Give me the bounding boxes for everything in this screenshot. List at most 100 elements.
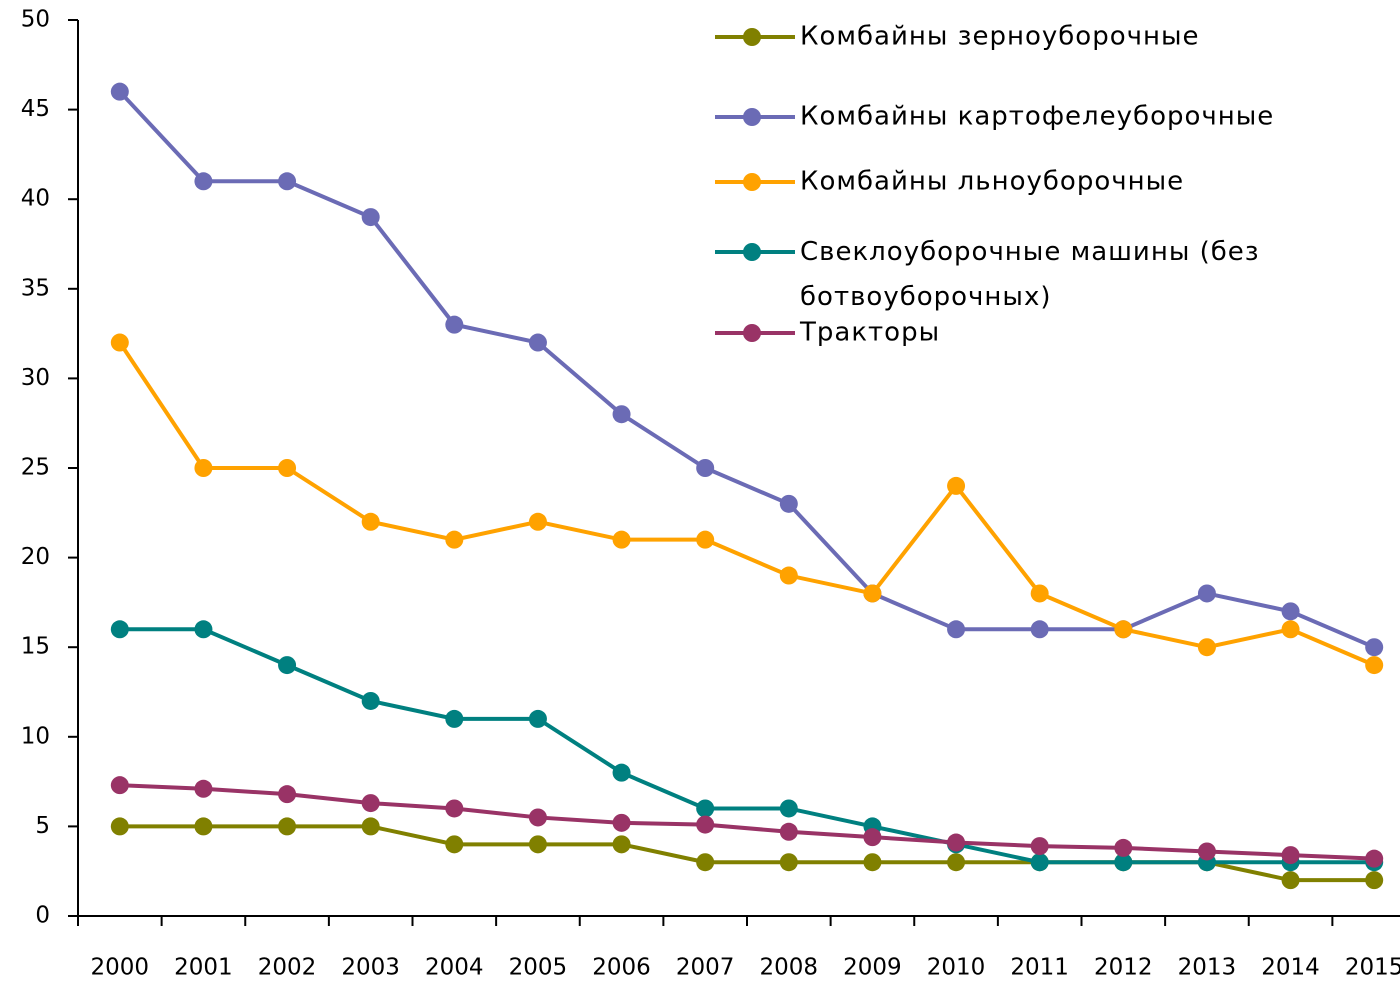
- point-marker: [528, 835, 547, 854]
- point-marker: [194, 817, 213, 836]
- point-marker: [696, 530, 715, 549]
- point-marker: [278, 172, 297, 191]
- point-marker: [696, 799, 715, 818]
- series-line: [119, 824, 1375, 883]
- point-marker: [1114, 853, 1133, 872]
- y-tick-label: 5: [35, 813, 50, 839]
- point-marker: [612, 835, 631, 854]
- point-marker: [1365, 849, 1384, 868]
- point-marker: [528, 709, 547, 728]
- point-marker: [278, 656, 297, 675]
- point-marker: [278, 785, 297, 804]
- y-tick-label: 45: [21, 96, 50, 122]
- point-marker: [863, 828, 882, 847]
- series-line: [118, 90, 1375, 650]
- point-marker: [1197, 638, 1216, 657]
- legend-label: Тракторы: [799, 318, 940, 348]
- point-marker: [1281, 620, 1300, 639]
- point-marker: [110, 82, 129, 101]
- point-marker: [278, 817, 297, 836]
- point-marker: [361, 512, 380, 531]
- point-marker: [110, 620, 129, 639]
- x-tick-label: 2015: [1345, 955, 1400, 981]
- point-marker: [361, 794, 380, 813]
- legend-marker: [743, 173, 761, 191]
- point-marker: [445, 835, 464, 854]
- point-marker: [528, 333, 547, 352]
- point-marker: [194, 172, 213, 191]
- x-tick-label: 2009: [843, 955, 902, 981]
- point-marker: [1030, 853, 1049, 872]
- legend-label: Свеклоуборочные машины (без ботвоуборочны…: [800, 237, 1260, 312]
- x-tick-label: 2012: [1094, 955, 1153, 981]
- point-marker: [1365, 656, 1384, 675]
- point-marker: [779, 853, 798, 872]
- point-marker: [361, 691, 380, 710]
- point-marker: [445, 709, 464, 728]
- x-tick-label: 2000: [91, 955, 150, 981]
- point-marker: [110, 817, 129, 836]
- series-line: [118, 341, 1375, 667]
- point-marker: [779, 822, 798, 841]
- point-marker: [612, 405, 631, 424]
- x-tick-label: 2006: [592, 955, 651, 981]
- legend-line-text: ботвоуборочных): [800, 282, 1051, 312]
- x-tick-label: 2011: [1010, 955, 1069, 981]
- point-marker: [696, 459, 715, 477]
- point-marker: [361, 208, 380, 227]
- point-marker: [194, 779, 213, 798]
- x-tick-label: 2001: [174, 955, 233, 981]
- point-marker: [1030, 837, 1049, 856]
- series-line: [119, 783, 1375, 861]
- y-tick-label: 0: [35, 903, 50, 929]
- point-marker: [1114, 620, 1133, 639]
- point-marker: [445, 530, 464, 549]
- x-tick-label: 2013: [1178, 955, 1237, 981]
- legend-label: Комбайны картофелеуборочные: [800, 102, 1274, 132]
- point-marker: [1114, 838, 1133, 857]
- point-marker: [110, 333, 129, 352]
- series-line: [119, 627, 1375, 865]
- point-marker: [612, 813, 631, 832]
- y-tick-label: 50: [21, 7, 50, 33]
- point-marker: [1030, 620, 1049, 639]
- y-tick-label: 25: [21, 455, 50, 481]
- point-marker: [863, 853, 882, 872]
- point-marker: [1365, 871, 1384, 890]
- point-marker: [194, 459, 213, 477]
- y-tick-label: 30: [21, 365, 50, 391]
- x-tick-label: 2004: [425, 955, 484, 981]
- point-marker: [612, 530, 631, 549]
- point-marker: [1281, 871, 1300, 890]
- point-marker: [612, 763, 631, 782]
- point-marker: [528, 808, 547, 827]
- point-marker: [1197, 584, 1216, 603]
- point-marker: [528, 512, 547, 531]
- point-marker: [1365, 638, 1384, 657]
- x-tick-label: 2010: [927, 955, 986, 981]
- legend-marker: [743, 28, 761, 46]
- y-tick-label: 35: [21, 275, 50, 301]
- point-marker: [947, 620, 966, 639]
- point-marker: [278, 459, 297, 477]
- y-tick-label: 15: [21, 634, 50, 660]
- x-tick-label: 2002: [258, 955, 317, 981]
- point-marker: [1030, 584, 1049, 603]
- legend-label: Комбайны зерноуборочные: [800, 22, 1200, 52]
- point-marker: [445, 799, 464, 818]
- legend-marker: [743, 243, 761, 261]
- legend-marker: [743, 324, 761, 342]
- point-marker: [1281, 602, 1300, 621]
- y-tick-label: 40: [21, 186, 50, 212]
- point-marker: [947, 853, 966, 872]
- point-marker: [779, 494, 798, 513]
- point-marker: [110, 776, 129, 795]
- legend-marker: [743, 108, 761, 126]
- x-tick-label: 2005: [509, 955, 568, 981]
- x-tick-label: 2003: [341, 955, 400, 981]
- point-marker: [947, 476, 966, 495]
- point-marker: [1281, 846, 1300, 865]
- x-tick-label: 2014: [1261, 955, 1320, 981]
- legend-label: Комбайны льноуборочные: [800, 167, 1184, 197]
